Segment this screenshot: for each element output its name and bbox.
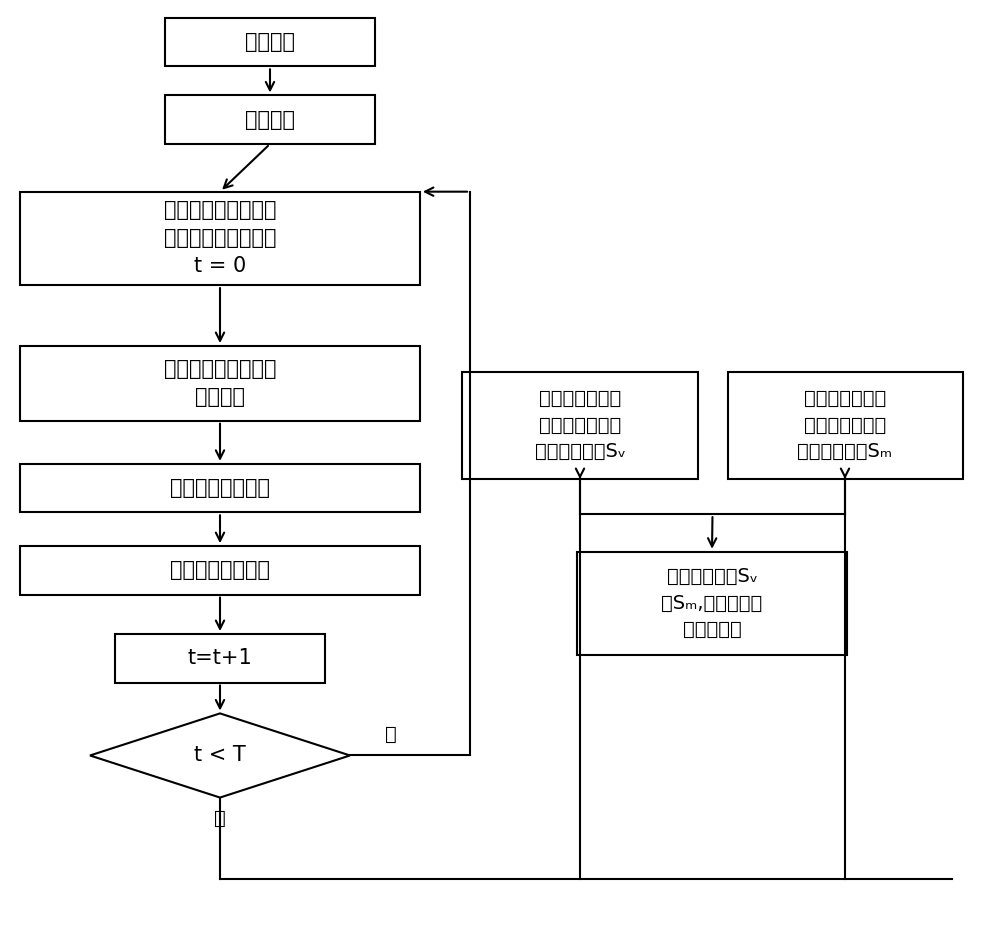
Bar — [165, 18, 375, 66]
Bar — [20, 546, 420, 595]
Bar — [20, 464, 420, 512]
Text: 采集一帧探测器原始
图像数据: 采集一帧探测器原始 图像数据 — [164, 359, 276, 408]
Text: 系统上电: 系统上电 — [245, 32, 295, 52]
Text: 合并盲元集合Sᵥ
与Sₘ,得到最终盲
元检测结果: 合并盲元集合Sᵥ 与Sₘ,得到最终盲 元检测结果 — [661, 567, 763, 640]
Text: 是: 是 — [385, 726, 397, 744]
Bar — [577, 552, 847, 654]
Text: 遮挡光路: 遮挡光路 — [245, 109, 295, 130]
Text: t=t+1: t=t+1 — [188, 648, 252, 669]
Text: 时域证据图像赋初值
时域平均图像赋初值
t = 0: 时域证据图像赋初值 时域平均图像赋初值 t = 0 — [164, 200, 276, 277]
Text: 否: 否 — [214, 809, 226, 827]
Polygon shape — [90, 713, 350, 798]
Text: 利用时域证据图
像进行盲元检测
得到盲元集合Sᵥ: 利用时域证据图 像进行盲元检测 得到盲元集合Sᵥ — [534, 389, 626, 462]
Bar — [115, 634, 325, 683]
Bar — [728, 371, 962, 479]
Text: 更新时域证据图像: 更新时域证据图像 — [170, 478, 270, 498]
Bar — [165, 95, 375, 144]
Text: t < T: t < T — [194, 745, 246, 766]
Bar — [20, 192, 420, 285]
Text: 利用时域平均图
像进行盲元检测
得到盲元集合Sₘ: 利用时域平均图 像进行盲元检测 得到盲元集合Sₘ — [797, 389, 893, 462]
Text: 更新时域平均图像: 更新时域平均图像 — [170, 560, 270, 581]
Bar — [20, 346, 420, 421]
Bar — [462, 371, 698, 479]
